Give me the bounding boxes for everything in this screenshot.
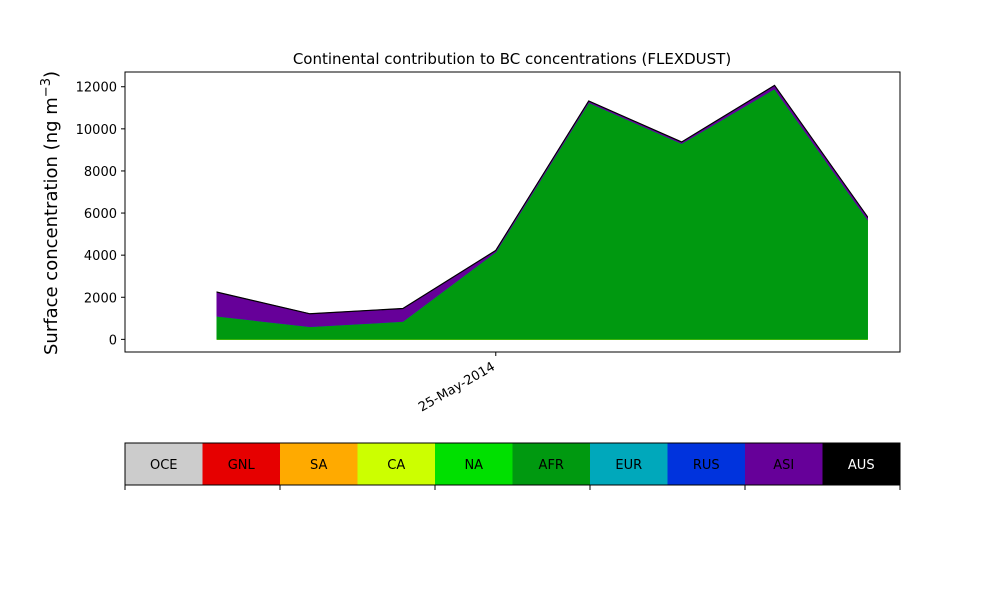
area-afr bbox=[216, 87, 868, 340]
colorbar-label: AFR bbox=[539, 458, 564, 473]
y-axis-label: Surface concentration (ng m−3) bbox=[39, 71, 62, 355]
colorbar-label: SA bbox=[310, 458, 327, 473]
y-tick-label: 6000 bbox=[84, 207, 117, 222]
colorbar-swatch-ca bbox=[357, 443, 436, 485]
y-axis-label-main: Surface concentration (ng m bbox=[41, 97, 62, 355]
colorbar-swatch-oce bbox=[125, 443, 203, 485]
colorbar-swatch-na bbox=[435, 443, 513, 485]
chart-title: Continental contribution to BC concentra… bbox=[293, 50, 731, 68]
colorbar-label: RUS bbox=[693, 458, 720, 473]
colorbar-label: ASI bbox=[773, 458, 794, 473]
y-axis-label-close: ) bbox=[41, 71, 62, 78]
colorbar-frame bbox=[124, 442, 901, 486]
x-tick-label: 25-May-2014 bbox=[416, 359, 498, 415]
colorbar-label: GNL bbox=[228, 458, 256, 473]
y-tick-label: 0 bbox=[109, 333, 117, 348]
y-tick-label: 10000 bbox=[76, 123, 117, 138]
colorbar-label: EUR bbox=[615, 458, 642, 473]
colorbar-label: AUS bbox=[848, 458, 875, 473]
colorbar-swatch-asi bbox=[745, 443, 823, 485]
colorbar-swatch-afr bbox=[512, 443, 591, 485]
x-axis: 25-May-2014 bbox=[416, 352, 498, 415]
colorbar-swatch-eur bbox=[590, 443, 668, 485]
colorbar-label: NA bbox=[464, 458, 483, 473]
plot-area bbox=[216, 84, 868, 340]
y-tick-label: 12000 bbox=[76, 81, 117, 96]
area-aus bbox=[216, 84, 868, 315]
y-tick-label: 2000 bbox=[84, 291, 117, 306]
colorbar-swatch-sa bbox=[280, 443, 358, 485]
colorbar-swatch-aus bbox=[822, 443, 901, 485]
y-axis: 0 2000 4000 6000 8000 10000 12000 bbox=[76, 81, 125, 348]
colorbar-label: OCE bbox=[150, 458, 178, 473]
plot-frame bbox=[124, 71, 901, 353]
colorbar-swatch-rus bbox=[667, 443, 746, 485]
y-tick-label: 4000 bbox=[84, 249, 117, 264]
colorbar: OCE GNL SA CA NA AFR EUR RUS ASI AUS bbox=[124, 442, 901, 490]
y-axis-label-superscript: −3 bbox=[39, 78, 54, 97]
y-tick-label: 8000 bbox=[84, 165, 117, 180]
colorbar-swatch-gnl bbox=[202, 443, 281, 485]
colorbar-label: CA bbox=[387, 458, 405, 473]
